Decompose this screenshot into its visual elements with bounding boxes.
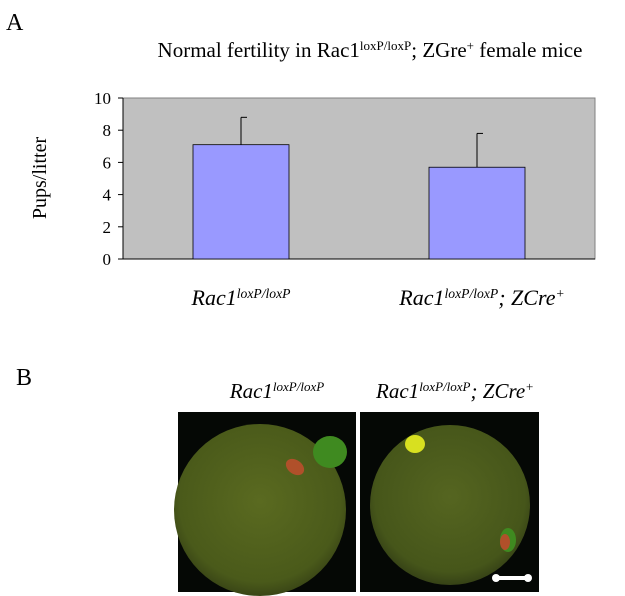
- text-segment: ; ZCre: [498, 285, 555, 310]
- text-segment: Rac1: [229, 379, 273, 403]
- micrograph: [174, 412, 356, 596]
- superscript: +: [467, 38, 474, 53]
- text-segment: Rac1: [398, 285, 444, 310]
- x-tick-label: Rac1loxP/loxP: [191, 285, 291, 310]
- text-segment: Normal fertility in Rac1: [158, 38, 360, 62]
- y-tick-label: 0: [103, 250, 112, 269]
- y-tick-label: 6: [103, 153, 112, 172]
- text-segment: Rac1: [191, 285, 237, 310]
- y-axis-label: Pups/litter: [29, 137, 51, 220]
- superscript: loxP/loxP: [360, 38, 411, 53]
- text-segment: Rac1: [375, 379, 419, 403]
- superscript: +: [525, 379, 534, 394]
- x-tick-label: Rac1loxP/loxP; ZCre+: [398, 285, 564, 310]
- text-segment: ; ZCre: [471, 379, 526, 403]
- superscript: loxP/loxP: [273, 379, 324, 394]
- micrograph: [360, 412, 539, 592]
- superscript: +: [555, 286, 564, 301]
- bar: [192, 144, 290, 260]
- y-tick-label: 8: [103, 121, 112, 140]
- image-label: Rac1loxP/loxP: [229, 379, 325, 404]
- text-segment: female mice: [474, 38, 582, 62]
- superscript: loxP/loxP: [237, 286, 291, 301]
- y-tick-label: 2: [103, 218, 112, 237]
- superscript: loxP/loxP: [419, 379, 470, 394]
- text-segment: ; ZGre: [411, 38, 466, 62]
- panel-label: B: [16, 365, 32, 391]
- y-tick-label: 4: [103, 186, 112, 205]
- panel-label: A: [6, 10, 24, 36]
- superscript: loxP/loxP: [445, 286, 499, 301]
- image-label: Rac1loxP/loxP; ZCre+: [375, 379, 534, 404]
- y-tick-label: 10: [94, 89, 111, 108]
- bar: [428, 166, 526, 260]
- chart-title: Normal fertility in Rac1loxP/loxP; ZGre+…: [158, 38, 583, 63]
